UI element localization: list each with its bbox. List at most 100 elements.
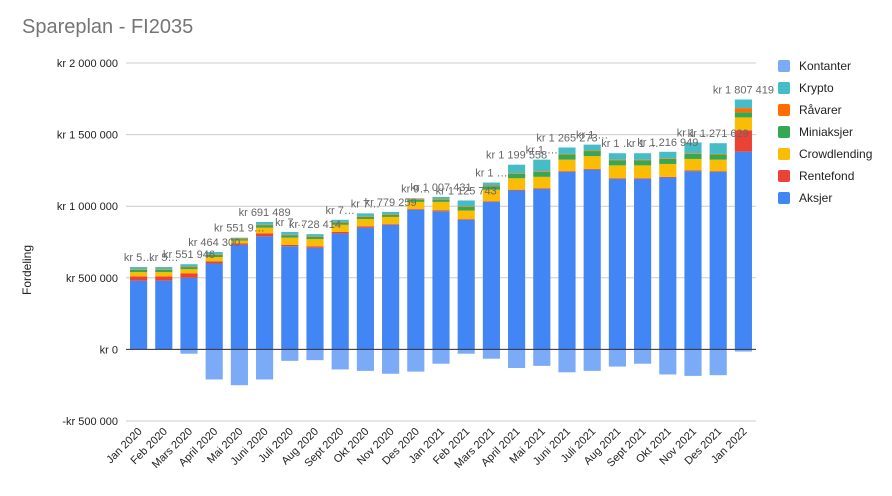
legend: Kontanter Krypto Råvarer Miniaksjer Crowdlen… [778, 55, 872, 209]
bar-aksjer-20 [634, 178, 652, 350]
bar-crowdlending-9 [356, 219, 374, 227]
bar-rvarer-9 [356, 216, 374, 217]
bar-miniaksjer-16 [533, 171, 551, 177]
data-label: kr 1 216 949 [637, 137, 698, 149]
bar-rentefond-4 [230, 243, 248, 245]
bar-aksjer-17 [558, 171, 576, 350]
data-label: kr 728 414 [289, 219, 341, 231]
bar-aksjer-2 [180, 277, 198, 350]
bar-aksjer-5 [256, 236, 274, 350]
bar-rentefond-1 [155, 276, 173, 281]
legend-swatch [778, 60, 790, 72]
data-label: kr 5… [149, 252, 178, 264]
bar-rvarer-13 [457, 206, 475, 207]
bar-miniaksjer-5 [256, 225, 274, 228]
bar-crowdlending-7 [306, 239, 324, 247]
legend-label: Kontanter [799, 59, 852, 73]
bar-rentefond-14 [482, 201, 500, 202]
bar-kontanter-5 [256, 349, 274, 380]
y-tick-label: kr 1 500 000 [57, 130, 118, 142]
bar-miniaksjer-2 [180, 267, 198, 270]
bar-crowdlending-17 [558, 159, 576, 172]
data-label: kr 7… [275, 217, 304, 229]
bar-miniaksjer-8 [331, 222, 349, 225]
bar-krypto-3 [205, 252, 223, 255]
bar-krypto-17 [558, 147, 576, 154]
bar-kontanter-22 [684, 349, 702, 376]
bar-krypto-23 [709, 143, 727, 154]
bar-krypto-24 [734, 99, 752, 109]
bar-kontanter-14 [482, 349, 500, 359]
bar-rvarer-11 [407, 199, 425, 200]
bar-rentefond-2 [180, 273, 198, 278]
bar-crowdlending-2 [180, 269, 198, 274]
legend-item: Råvarer [778, 99, 872, 121]
bar-rentefond-11 [407, 209, 425, 210]
bar-rentefond-6 [281, 244, 299, 247]
bar-aksjer-19 [608, 178, 626, 350]
bar-rentefond-15 [508, 189, 526, 191]
data-label: kr 1 … [626, 138, 658, 150]
bar-kontanter-11 [407, 349, 425, 372]
bar-crowdlending-1 [155, 272, 173, 277]
bar-miniaksjer-17 [558, 154, 576, 160]
bar-krypto-14 [482, 182, 500, 186]
data-label: kr 1 … [576, 130, 608, 142]
bar-kontanter-24 [734, 349, 752, 352]
bar-krypto-6 [281, 231, 299, 235]
data-label: kr 1 265 273 [536, 132, 597, 144]
data-label: kr 1 007 431 [410, 182, 471, 194]
data-label: kr 1 … [677, 127, 709, 139]
bar-aksjer-9 [356, 227, 374, 350]
legend-swatch [778, 170, 790, 182]
data-label: kr 551 946 [163, 249, 215, 261]
bar-krypto-12 [432, 196, 450, 200]
y-axis-label: Fordeling [20, 245, 34, 295]
bar-rentefond-12 [432, 210, 450, 212]
bar-miniaksjer-14 [482, 186, 500, 190]
data-label: kr 1 807 419 [713, 85, 774, 97]
bar-miniaksjer-15 [508, 173, 526, 179]
bar-krypto-11 [407, 198, 425, 200]
bar-kontanter-13 [457, 349, 475, 354]
bar-aksjer-18 [583, 169, 601, 350]
bar-rentefond-10 [382, 224, 400, 225]
legend-label: Aksjer [799, 191, 833, 205]
bar-miniaksjer-20 [634, 160, 652, 166]
bar-rentefond-21 [659, 176, 677, 178]
bar-crowdlending-19 [608, 165, 626, 179]
bar-krypto-22 [684, 142, 702, 154]
legend-item: Aksjer [778, 187, 872, 209]
bar-aksjer-7 [306, 247, 324, 350]
bar-miniaksjer-3 [205, 254, 223, 258]
bar-miniaksjer-10 [382, 214, 400, 217]
bar-crowdlending-23 [709, 159, 727, 172]
bar-rvarer-4 [230, 238, 248, 240]
data-label: kr 5… [124, 252, 153, 264]
bar-kontanter-15 [508, 349, 526, 369]
bar-krypto-7 [306, 234, 324, 237]
bar-miniaksjer-11 [407, 199, 425, 202]
bar-kontanter-23 [709, 349, 727, 376]
legend-label: Miniaksjer [799, 125, 854, 139]
bar-crowdlending-14 [482, 189, 500, 202]
bar-crowdlending-22 [684, 158, 702, 171]
bar-miniaksjer-4 [230, 239, 248, 241]
bar-krypto-13 [457, 200, 475, 207]
bar-kontanter-20 [634, 349, 652, 364]
data-label: kr 1 271 629 [688, 128, 749, 140]
bar-miniaksjer-23 [709, 154, 727, 160]
bar-rvarer-24 [734, 108, 752, 113]
bar-krypto-5 [256, 221, 274, 225]
bar-kontanter-3 [205, 349, 223, 380]
bar-aksjer-1 [155, 280, 173, 350]
bar-miniaksjer-6 [281, 235, 299, 238]
bar-kontanter-7 [306, 349, 324, 361]
bar-rvarer-2 [180, 266, 198, 268]
bar-rvarer-17 [558, 153, 576, 155]
bar-rvarer-23 [709, 153, 727, 155]
bar-crowdlending-12 [432, 201, 450, 211]
bar-rvarer-15 [508, 173, 526, 174]
